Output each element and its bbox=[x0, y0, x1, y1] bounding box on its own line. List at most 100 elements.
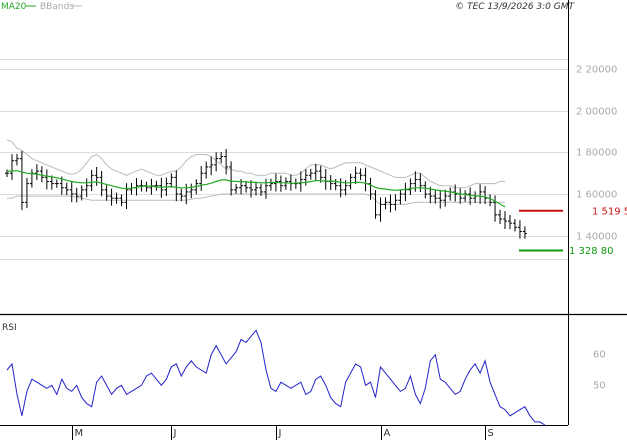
rsi-axis-labels: 60 50 bbox=[593, 350, 606, 392]
price-tick-label: 2 20000 bbox=[576, 65, 617, 76]
ohlc-bar bbox=[24, 177, 29, 209]
ohlc-bar bbox=[29, 169, 34, 188]
ohlc-bar bbox=[124, 183, 129, 210]
ohlc-bar bbox=[39, 166, 44, 183]
rsi-line bbox=[6, 329, 546, 426]
price-levels: 1 519 5 1 328 80 bbox=[519, 206, 627, 257]
ohlc-bar bbox=[69, 181, 74, 203]
ohlc-bar bbox=[443, 189, 448, 207]
ohlc-bar bbox=[493, 195, 498, 222]
ohlc-bar bbox=[169, 173, 174, 188]
rsi-tick-label: 50 bbox=[593, 380, 606, 391]
ohlc-bar bbox=[393, 194, 398, 211]
time-tick-label: M bbox=[75, 428, 84, 439]
ohlc-bar bbox=[488, 194, 493, 207]
legend-ma20: MA20 bbox=[1, 2, 27, 12]
ohlc-bar bbox=[423, 181, 428, 199]
ohlc-bar bbox=[229, 161, 234, 196]
time-tick-label: A bbox=[384, 428, 391, 439]
ohlc-bar bbox=[84, 178, 89, 198]
ohlc-bar bbox=[522, 226, 527, 239]
ohlc-bar bbox=[368, 177, 373, 200]
time-tick-label: J bbox=[173, 428, 177, 439]
ohlc-bar bbox=[224, 149, 229, 175]
time-tick-label: S bbox=[488, 428, 494, 439]
ohlc-bar bbox=[79, 185, 84, 201]
ohlc-bar bbox=[54, 179, 59, 188]
price-tick-label: 1 40000 bbox=[576, 232, 617, 243]
price-gridlines bbox=[0, 59, 568, 260]
time-tick-label: J bbox=[278, 428, 282, 439]
ohlc-bar bbox=[308, 168, 313, 180]
ohlc-bar bbox=[433, 190, 438, 204]
ohlc-bar bbox=[209, 156, 214, 176]
ohlc-bar bbox=[338, 178, 343, 198]
ohlc-bar bbox=[94, 166, 99, 186]
ohlc-bar bbox=[403, 182, 408, 202]
ohlc-bar bbox=[9, 154, 14, 180]
ohlc-bar bbox=[104, 185, 109, 201]
ohlc-bar bbox=[468, 187, 473, 205]
rsi-tick-label: 60 bbox=[593, 350, 606, 361]
ohlc-bar bbox=[398, 189, 403, 205]
ohlc-bar bbox=[408, 178, 413, 196]
ohlc-bar bbox=[179, 188, 184, 202]
price-axis-labels: 2 20000 2 00000 1 80000 1 60000 1 40000 bbox=[576, 65, 617, 243]
ohlc-bar bbox=[348, 173, 353, 190]
ohlc-bar bbox=[298, 171, 303, 192]
price-tick-label: 1 60000 bbox=[576, 190, 617, 201]
ohlc-bar bbox=[119, 194, 124, 207]
price-tick-label: 1 80000 bbox=[576, 148, 617, 159]
ohlc-bar bbox=[234, 184, 239, 194]
bollinger-upper-band bbox=[6, 139, 505, 189]
price-panel: 2 20000 2 00000 1 80000 1 60000 1 40000 1 51… bbox=[0, 59, 627, 260]
ohlc-bar bbox=[204, 161, 209, 179]
level-label-support: 1 328 80 bbox=[569, 246, 614, 257]
ohlc-bar bbox=[383, 197, 388, 210]
ohlc-bar bbox=[473, 191, 478, 203]
ohlc-bar bbox=[507, 215, 512, 230]
ohlc-bar bbox=[189, 183, 194, 199]
ohlc-bar bbox=[14, 153, 19, 166]
rsi-panel: RSI 60 50 bbox=[2, 323, 606, 426]
ohlc-bar bbox=[139, 179, 144, 192]
ohlc-bar bbox=[64, 182, 69, 196]
ohlc-bar bbox=[283, 177, 288, 190]
ohlc-bar bbox=[74, 187, 79, 203]
ohlc-bar bbox=[154, 180, 159, 191]
rsi-label: RSI bbox=[2, 323, 17, 333]
ohlc-bar bbox=[278, 175, 283, 192]
ohlc-bar bbox=[303, 169, 308, 186]
ohlc-bar bbox=[254, 181, 258, 196]
ohlc-bar bbox=[463, 190, 468, 202]
ohlc-bar bbox=[438, 189, 443, 209]
ohlc-bar bbox=[199, 165, 204, 191]
legend-bbands: BBands bbox=[40, 2, 74, 12]
ohlc-bar bbox=[114, 192, 119, 204]
ohlc-bar bbox=[214, 152, 219, 172]
ohlc-bar bbox=[517, 220, 522, 239]
ohlc-bar bbox=[174, 170, 179, 202]
ohlc-bar bbox=[19, 150, 24, 211]
ohlc-bar bbox=[318, 165, 323, 183]
ohlc-bar bbox=[388, 194, 393, 213]
ohlc-bar bbox=[363, 167, 368, 192]
ohlc-bar bbox=[498, 209, 503, 224]
ohlc-bar bbox=[244, 180, 249, 193]
ohlc-bar bbox=[109, 188, 114, 206]
level-label-resistance: 1 519 5 bbox=[592, 206, 627, 217]
ohlc-bar bbox=[323, 169, 328, 190]
ohlc-bar bbox=[268, 178, 273, 191]
ohlc-bar bbox=[358, 168, 363, 181]
ohlc-bar bbox=[313, 163, 318, 181]
ohlc-bar bbox=[258, 183, 263, 196]
ohlc-bar bbox=[503, 211, 507, 229]
ohlc-bar bbox=[219, 151, 224, 164]
ohlc-bar bbox=[373, 190, 378, 219]
price-tick-label: 2 00000 bbox=[576, 107, 617, 118]
ohlc-bar bbox=[458, 188, 463, 204]
copyright-text: © TEC 13/9/2026 3:0 GMT bbox=[455, 2, 575, 12]
